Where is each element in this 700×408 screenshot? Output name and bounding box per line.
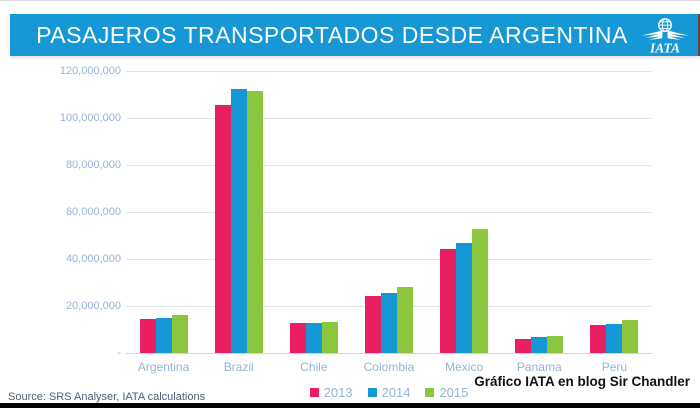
bar-group <box>126 71 201 353</box>
bar-2015 <box>396 287 413 353</box>
bar-2015 <box>622 320 639 353</box>
y-axis-label: 100,000,000 <box>59 112 121 124</box>
source-note: Source: SRS Analyser, IATA calculations <box>8 391 206 403</box>
legend-label: 2013 <box>323 385 353 400</box>
bar-2015 <box>321 322 338 353</box>
gridline <box>126 71 652 72</box>
y-axis-label: 120,000,000 <box>59 65 121 77</box>
bar-2015 <box>246 91 263 353</box>
bar-2015 <box>171 315 188 353</box>
bar-2014 <box>230 89 247 353</box>
gridline <box>126 259 652 260</box>
x-axis-line <box>126 353 652 354</box>
x-axis-label: Mexico <box>445 360 484 374</box>
bar-2013 <box>289 323 306 353</box>
legend-item: 2013 <box>309 385 353 400</box>
gridline <box>126 212 652 213</box>
bar-group <box>276 71 351 353</box>
bar-2013 <box>364 296 381 353</box>
screen-right-edge <box>698 14 700 56</box>
bar-2014 <box>456 243 473 353</box>
iata-logo-icon: IATA <box>641 18 689 56</box>
y-axis-label: 80,000,000 <box>65 159 121 171</box>
bar-group <box>502 71 577 353</box>
y-axis-label: 60,000,000 <box>65 206 121 218</box>
credit-note: Gráfico IATA en blog Sir Chandler <box>474 374 690 389</box>
bar-2014 <box>155 318 172 353</box>
bar-2014 <box>380 293 397 353</box>
gridline <box>126 118 652 119</box>
x-axis-label: Peru <box>601 360 628 374</box>
gridline <box>126 165 652 166</box>
x-axis-label: Brazil <box>223 360 254 374</box>
legend-swatch <box>425 388 435 397</box>
bar-2013 <box>590 325 607 353</box>
y-axis-label: - <box>117 347 121 359</box>
bar-2015 <box>472 229 489 353</box>
bottom-bar <box>0 403 700 408</box>
legend: 2013 2014 2015 <box>126 385 652 400</box>
page-title: PASAJEROS TRANSPORTADOS DESDE ARGENTINA <box>36 21 628 48</box>
bar-group <box>201 71 276 353</box>
y-axis-label: 40,000,000 <box>65 253 121 265</box>
bar-2015 <box>547 336 564 353</box>
y-axis-label: 20,000,000 <box>65 300 121 312</box>
iata-logo-text: IATA <box>649 41 680 56</box>
x-axis-label: Panama <box>516 360 562 374</box>
legend-label: 2014 <box>381 385 411 400</box>
legend-swatch <box>367 388 377 397</box>
x-axis-label: Colombia <box>363 360 415 374</box>
bar-group <box>577 71 652 353</box>
legend-label: 2015 <box>439 385 469 400</box>
legend-swatch <box>309 388 319 397</box>
legend-item: 2015 <box>425 385 468 400</box>
x-axis-label: Chile <box>300 360 328 374</box>
header-bar: PASAJEROS TRANSPORTADOS DESDE ARGENTINA … <box>10 14 700 56</box>
bar-2014 <box>305 323 322 353</box>
bar-2013 <box>515 339 532 353</box>
bar-group <box>351 71 426 353</box>
x-axis-label: Argentina <box>137 360 190 374</box>
bar-2013 <box>139 319 156 353</box>
bar-2013 <box>440 249 457 353</box>
legend-item: 2014 <box>367 385 411 400</box>
bar-2013 <box>214 105 231 353</box>
bar-2014 <box>531 337 548 353</box>
bar-group <box>427 71 502 353</box>
bar-2014 <box>606 324 623 353</box>
